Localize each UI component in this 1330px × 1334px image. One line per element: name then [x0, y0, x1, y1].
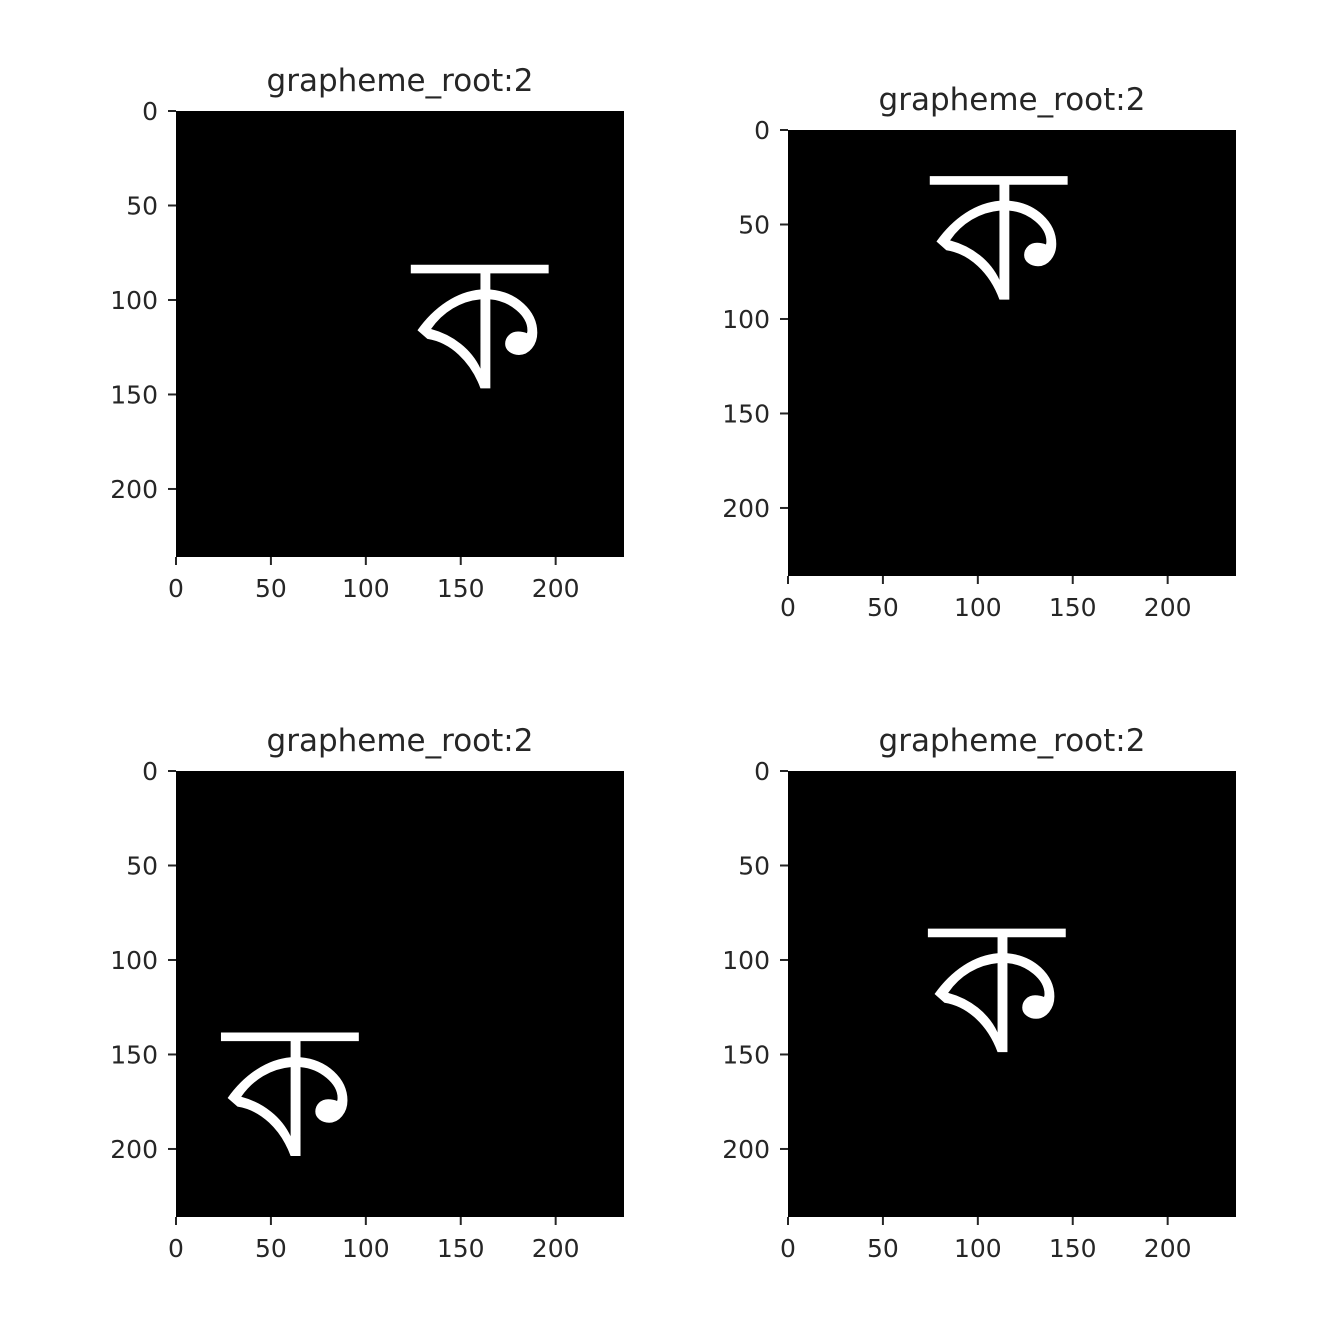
y-tick-label: 200: [110, 475, 158, 504]
x-tick-label: 100: [342, 1234, 390, 1263]
x-tick-label: 0: [780, 1234, 796, 1263]
x-tick-label: 0: [168, 574, 184, 603]
panel-1: grapheme_root:2 ক 0 50 100 150 200 0 50 100 150 200: [110, 63, 624, 603]
y-tick-label: 100: [110, 286, 158, 315]
x-tick-label: 150: [437, 1234, 485, 1263]
y-tick-label: 200: [722, 494, 770, 523]
y-tick-label: 150: [722, 399, 770, 428]
x-tick-label: 50: [867, 1234, 899, 1263]
x-tick-label: 200: [1144, 1234, 1192, 1263]
x-tick-label: 150: [437, 574, 485, 603]
x-tick-label: 50: [255, 1234, 287, 1263]
x-tick-label: 0: [168, 1234, 184, 1263]
x-tick-label: 0: [780, 593, 796, 622]
y-tick-label: 100: [110, 946, 158, 975]
panel-title: grapheme_root:2: [879, 723, 1146, 759]
panel-2: grapheme_root:2 ক 0 50 100 150 200 0 50 100 150 200: [722, 82, 1236, 622]
x-tick-label: 200: [532, 1234, 580, 1263]
grapheme-glyph: ক: [929, 124, 1068, 345]
image-area: [788, 130, 1236, 576]
y-tick-label: 150: [110, 1040, 158, 1069]
panel-title: grapheme_root:2: [879, 82, 1146, 118]
x-tick-label: 100: [954, 1234, 1002, 1263]
x-tick-label: 50: [255, 574, 287, 603]
grapheme-glyph: ক: [927, 876, 1066, 1097]
panel-title: grapheme_root:2: [267, 63, 534, 99]
grapheme-glyph: ক: [410, 212, 549, 433]
panel-3: grapheme_root:2 ক 0 50 100 150 200 0 50 100 150 200: [110, 723, 624, 1263]
x-tick-label: 200: [532, 574, 580, 603]
y-tick-label: 0: [142, 97, 158, 126]
x-tick-label: 50: [867, 593, 899, 622]
y-tick-label: 0: [142, 757, 158, 786]
y-tick-label: 50: [126, 191, 158, 220]
panel-title: grapheme_root:2: [267, 723, 534, 759]
y-tick-label: 50: [738, 210, 770, 239]
panel-4: grapheme_root:2 ক 0 50 100 150 200 0 50 100 150 200: [722, 723, 1236, 1263]
x-tick-label: 100: [954, 593, 1002, 622]
x-tick-label: 200: [1144, 593, 1192, 622]
image-area: [176, 111, 624, 557]
y-tick-label: 100: [722, 305, 770, 334]
y-tick-label: 100: [722, 946, 770, 975]
x-tick-label: 150: [1049, 1234, 1097, 1263]
image-area: [788, 771, 1236, 1217]
y-tick-label: 50: [738, 851, 770, 880]
y-tick-label: 0: [754, 757, 770, 786]
y-tick-label: 0: [754, 116, 770, 145]
y-tick-label: 150: [110, 380, 158, 409]
image-area: [176, 771, 624, 1217]
y-tick-label: 50: [126, 851, 158, 880]
y-tick-label: 200: [110, 1135, 158, 1164]
y-tick-label: 150: [722, 1040, 770, 1069]
y-tick-label: 200: [722, 1135, 770, 1164]
x-tick-label: 100: [342, 574, 390, 603]
x-tick-label: 150: [1049, 593, 1097, 622]
grapheme-glyph: ক: [220, 980, 359, 1201]
